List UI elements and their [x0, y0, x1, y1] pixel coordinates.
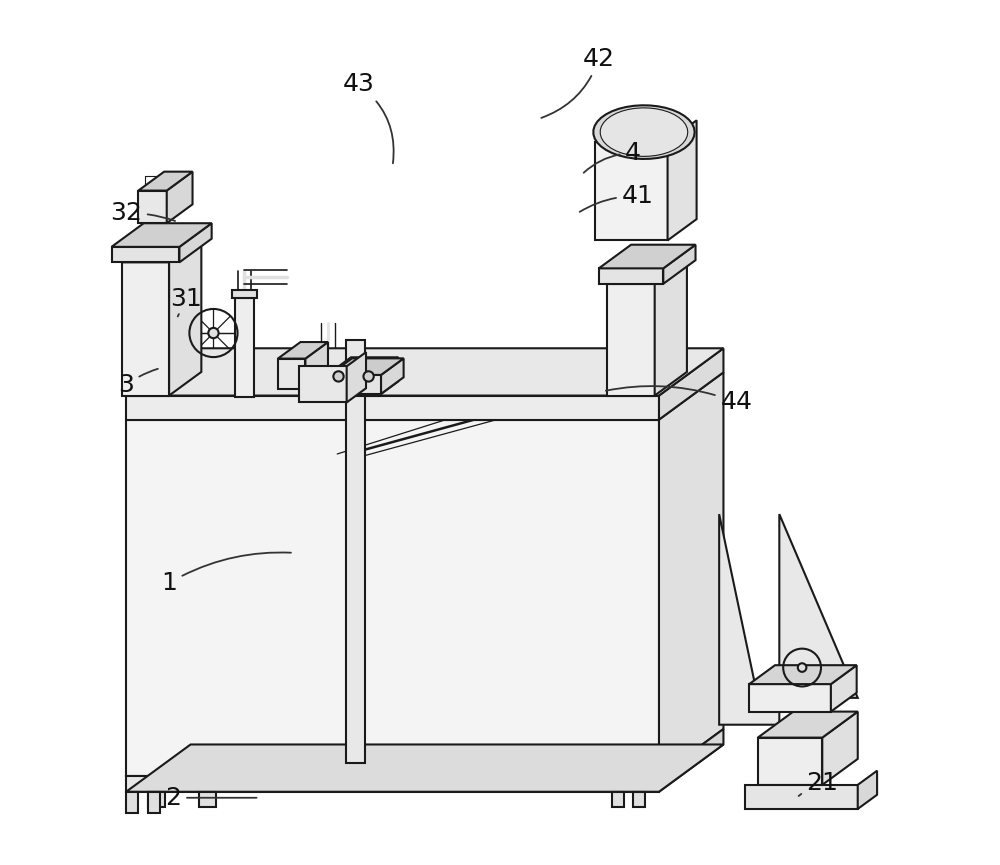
- Polygon shape: [831, 665, 857, 712]
- Polygon shape: [381, 358, 404, 394]
- Bar: [595, 142, 668, 240]
- Polygon shape: [126, 349, 723, 395]
- Polygon shape: [655, 260, 687, 395]
- Polygon shape: [659, 372, 723, 776]
- Bar: [235, 298, 254, 397]
- Bar: [126, 420, 659, 776]
- Bar: [199, 791, 216, 807]
- Circle shape: [333, 371, 344, 381]
- Polygon shape: [858, 771, 877, 809]
- Polygon shape: [347, 352, 366, 402]
- Polygon shape: [167, 171, 193, 223]
- Polygon shape: [663, 245, 696, 284]
- Text: 3: 3: [118, 368, 158, 397]
- Text: 4: 4: [584, 141, 641, 173]
- Bar: [126, 791, 138, 813]
- Bar: [148, 791, 160, 813]
- Polygon shape: [332, 357, 398, 371]
- Bar: [122, 262, 169, 395]
- Text: 31: 31: [170, 287, 202, 317]
- Text: 21: 21: [799, 772, 838, 796]
- Bar: [346, 340, 365, 764]
- Text: 43: 43: [342, 73, 394, 163]
- Circle shape: [363, 371, 374, 381]
- Bar: [607, 284, 655, 395]
- Polygon shape: [305, 342, 328, 388]
- Polygon shape: [668, 120, 697, 240]
- Polygon shape: [122, 239, 201, 262]
- Polygon shape: [659, 349, 723, 420]
- Text: 44: 44: [606, 386, 752, 414]
- Polygon shape: [822, 712, 858, 785]
- Polygon shape: [169, 239, 201, 395]
- Text: 42: 42: [541, 47, 615, 118]
- Polygon shape: [659, 729, 723, 791]
- Polygon shape: [329, 358, 404, 375]
- Bar: [126, 395, 659, 420]
- Polygon shape: [379, 357, 398, 395]
- Circle shape: [208, 328, 219, 338]
- Bar: [599, 268, 663, 284]
- Polygon shape: [719, 514, 858, 725]
- Bar: [332, 371, 379, 395]
- Polygon shape: [599, 245, 696, 268]
- Polygon shape: [758, 712, 858, 738]
- Polygon shape: [112, 223, 212, 247]
- Text: 32: 32: [110, 202, 175, 226]
- Polygon shape: [278, 342, 328, 359]
- Polygon shape: [593, 106, 695, 159]
- Bar: [633, 791, 645, 807]
- Text: 41: 41: [580, 184, 653, 212]
- Bar: [749, 684, 831, 712]
- Polygon shape: [600, 108, 688, 157]
- Polygon shape: [138, 171, 193, 190]
- Polygon shape: [607, 260, 687, 284]
- Bar: [232, 290, 257, 298]
- Bar: [758, 738, 822, 785]
- Polygon shape: [126, 745, 723, 791]
- Text: 1: 1: [161, 553, 291, 595]
- Bar: [126, 776, 659, 791]
- Bar: [112, 247, 179, 262]
- Bar: [745, 785, 858, 809]
- Text: 2: 2: [165, 785, 257, 810]
- Bar: [299, 366, 347, 402]
- Bar: [612, 791, 624, 807]
- Bar: [138, 190, 167, 223]
- Bar: [329, 375, 381, 394]
- Bar: [278, 359, 305, 388]
- Circle shape: [798, 663, 806, 672]
- Polygon shape: [179, 223, 212, 262]
- Bar: [148, 791, 165, 807]
- Polygon shape: [749, 665, 857, 684]
